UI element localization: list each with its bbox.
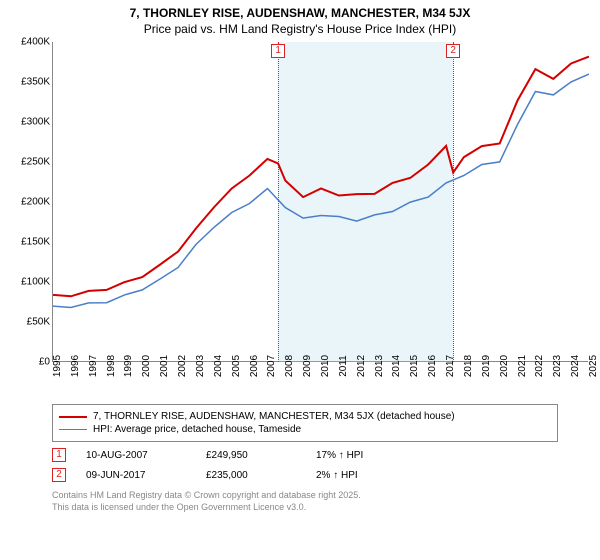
series-property [53,57,589,297]
legend: 7, THORNLEY RISE, AUDENSHAW, MANCHESTER,… [52,404,558,442]
x-axis: 1995199619971998199920002001200220032004… [52,362,588,402]
chart: £0£50K£100K£150K£200K£250K£300K£350K£400… [10,42,590,402]
x-tick-label: 2007 [266,355,277,377]
x-tick-label: 1999 [123,355,134,377]
sale-diff-2: 2% ↑ HPI [316,470,416,481]
x-tick-label: 2006 [249,355,260,377]
sales-block: 1 10-AUG-2007 £249,950 17% ↑ HPI 2 09-JU… [52,448,558,482]
x-tick-label: 1995 [52,355,63,377]
x-tick-label: 2018 [463,355,474,377]
x-tick-label: 2003 [195,355,206,377]
plot-area: 12 [52,42,588,362]
x-tick-label: 2008 [284,355,295,377]
legend-label-hpi: HPI: Average price, detached house, Tame… [93,424,301,435]
series-hpi [53,74,589,307]
sale-price-1: £249,950 [206,450,316,461]
footer-line-1: Contains HM Land Registry data © Crown c… [52,490,558,502]
x-tick-label: 2005 [231,355,242,377]
y-tick-label: £0 [39,357,50,368]
legend-item-hpi: HPI: Average price, detached house, Tame… [59,424,551,435]
sale-marker-1: 1 [52,448,66,462]
legend-swatch-property [59,416,87,418]
x-tick-label: 2013 [374,355,385,377]
y-tick-label: £50K [27,317,50,328]
x-tick-label: 1996 [70,355,81,377]
y-tick-label: £100K [21,277,50,288]
x-tick-label: 2025 [588,355,599,377]
sale-row-2: 2 09-JUN-2017 £235,000 2% ↑ HPI [52,468,558,482]
footer: Contains HM Land Registry data © Crown c… [52,490,558,513]
sale-date-1: 10-AUG-2007 [86,450,206,461]
x-tick-label: 1997 [88,355,99,377]
legend-swatch-hpi [59,429,87,430]
y-tick-label: £250K [21,157,50,168]
sale-diff-1: 17% ↑ HPI [316,450,416,461]
title-line-2: Price paid vs. HM Land Registry's House … [0,22,600,36]
x-tick-label: 2000 [141,355,152,377]
x-tick-label: 2021 [517,355,528,377]
legend-item-property: 7, THORNLEY RISE, AUDENSHAW, MANCHESTER,… [59,411,551,422]
x-tick-label: 2009 [302,355,313,377]
y-tick-label: £300K [21,117,50,128]
y-tick-label: £400K [21,37,50,48]
x-tick-label: 2020 [499,355,510,377]
title-block: 7, THORNLEY RISE, AUDENSHAW, MANCHESTER,… [0,0,600,38]
x-tick-label: 2015 [409,355,420,377]
x-tick-label: 2001 [159,355,170,377]
y-axis: £0£50K£100K£150K£200K£250K£300K£350K£400… [10,42,52,362]
x-tick-label: 2002 [177,355,188,377]
x-tick-label: 1998 [106,355,117,377]
sale-date-2: 09-JUN-2017 [86,470,206,481]
x-tick-label: 2012 [356,355,367,377]
x-tick-label: 2016 [427,355,438,377]
sale-price-2: £235,000 [206,470,316,481]
y-tick-label: £200K [21,197,50,208]
line-svg [53,42,589,362]
sale-row-1: 1 10-AUG-2007 £249,950 17% ↑ HPI [52,448,558,462]
legend-label-property: 7, THORNLEY RISE, AUDENSHAW, MANCHESTER,… [93,411,455,422]
x-tick-label: 2019 [481,355,492,377]
x-tick-label: 2017 [445,355,456,377]
x-tick-label: 2011 [338,355,349,377]
title-line-1: 7, THORNLEY RISE, AUDENSHAW, MANCHESTER,… [0,6,600,20]
y-tick-label: £350K [21,77,50,88]
x-tick-label: 2010 [320,355,331,377]
x-tick-label: 2022 [534,355,545,377]
y-tick-label: £150K [21,237,50,248]
footer-line-2: This data is licensed under the Open Gov… [52,502,558,514]
sale-marker-2: 2 [52,468,66,482]
x-tick-label: 2014 [391,355,402,377]
x-tick-label: 2023 [552,355,563,377]
x-tick-label: 2024 [570,355,581,377]
x-tick-label: 2004 [213,355,224,377]
